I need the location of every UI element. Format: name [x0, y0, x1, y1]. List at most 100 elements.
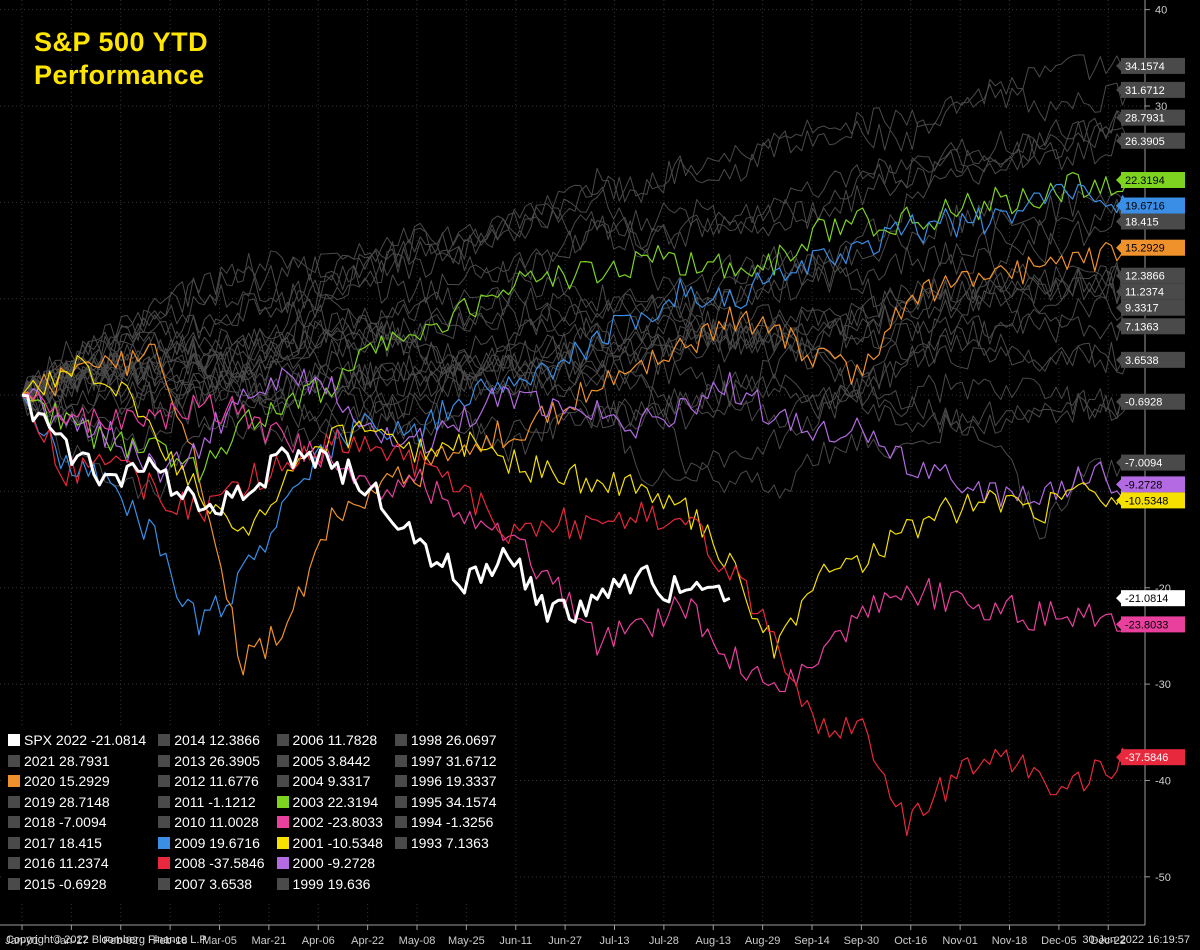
- x-tick-label: Aug-29: [745, 935, 780, 947]
- legend-label: 2000: [292, 855, 328, 872]
- legend-item: 2020 15.2929: [8, 771, 158, 792]
- y-tick-label: -50: [1155, 872, 1171, 884]
- legend-item: SPX 2022 -21.0814: [8, 730, 158, 751]
- series-line-2012: [21, 252, 1129, 405]
- end-label-text: -10.5348: [1125, 495, 1168, 507]
- legend-row: 2020 15.2929 2012 11.6776 2004 9.3317 1996 …: [8, 771, 509, 792]
- legend-row: 2021 28.7931 2013 26.3905 2005 3.8442 1997 …: [8, 751, 509, 772]
- legend-value: 11.7828: [327, 732, 378, 749]
- legend-value: 31.6712: [445, 752, 497, 769]
- legend-swatch: [8, 754, 20, 767]
- end-label-text: 9.3317: [1125, 303, 1159, 315]
- legend-item: 2004 9.3317: [276, 771, 395, 792]
- x-tick-label: Jul-13: [600, 935, 630, 947]
- end-label-text: 18.415: [1125, 217, 1159, 229]
- legend-item: 2014 12.3866: [158, 730, 276, 751]
- end-label-pointer: [1116, 60, 1121, 71]
- end-label-text: -37.5846: [1125, 752, 1168, 764]
- end-label-text: 7.1363: [1125, 321, 1159, 333]
- legend-item: 2016 11.2374: [8, 853, 158, 874]
- x-tick-label: Apr-22: [351, 935, 384, 947]
- series-line-1998: [21, 133, 1129, 403]
- end-label-text: 22.3194: [1125, 175, 1165, 187]
- legend-swatch: [158, 836, 171, 849]
- end-label-pointer: [1116, 593, 1121, 604]
- legend-value: -37.5846: [209, 855, 265, 872]
- end-label-box: [1121, 267, 1185, 284]
- legend-label: 2019: [24, 793, 60, 810]
- legend-value: 15.2929: [59, 773, 110, 790]
- legend-swatch: [158, 877, 171, 890]
- x-tick-label: Dec-05: [1041, 935, 1076, 947]
- series-line-2003: [21, 172, 1129, 483]
- legend-value: 3.6538: [209, 875, 253, 892]
- end-label-box: [1121, 57, 1185, 74]
- legend-swatch: [158, 775, 171, 788]
- legend-label: 2010: [174, 814, 210, 831]
- series-line-2009: [21, 183, 1129, 636]
- legend-item: 2001 -10.5348: [276, 833, 395, 854]
- series-line-1995: [21, 54, 1129, 396]
- end-label-box: [1121, 492, 1185, 509]
- legend-swatch: [394, 734, 407, 747]
- end-label-text: 3.6538: [1125, 355, 1159, 367]
- legend-swatch: [158, 754, 171, 767]
- legend-item: 2003 22.3194: [276, 792, 395, 813]
- legend-value: 11.0028: [209, 814, 259, 831]
- x-tick-label: Jan-01: [5, 935, 39, 947]
- end-label-text: 12.3866: [1125, 271, 1165, 283]
- legend-swatch: [394, 816, 407, 829]
- legend-swatch: [158, 816, 171, 829]
- x-tick-label: Mar-05: [202, 935, 237, 947]
- end-label-pointer: [1116, 200, 1121, 211]
- end-label-box: [1121, 109, 1185, 126]
- end-label-pointer: [1116, 457, 1121, 468]
- legend-swatch: [276, 754, 289, 767]
- legend-value: -23.8033: [327, 814, 383, 831]
- end-label-box: [1121, 171, 1185, 188]
- legend-item: 2011 -1.1212: [158, 792, 276, 813]
- end-label-box: [1121, 318, 1185, 335]
- legend-item: 1993 7.1363: [394, 833, 509, 854]
- end-label-text: -7.0094: [1125, 458, 1162, 470]
- x-tick-label: Jun-27: [548, 935, 582, 947]
- legend-label: 2018: [24, 814, 60, 831]
- legend-value: 28.7931: [59, 752, 110, 769]
- x-tick-label: Sep-30: [844, 935, 879, 947]
- legend-label: 2011: [174, 793, 209, 810]
- legend-label: 2001: [292, 834, 328, 851]
- legend-value: 26.0697: [445, 732, 497, 749]
- legend-value: -1.1212: [208, 793, 256, 810]
- legend-label: 1995: [410, 793, 446, 810]
- x-tick-label: Nov-01: [942, 935, 977, 947]
- series-line-spx-2022: [21, 393, 731, 624]
- legend-item: 2015 -0.6928: [8, 874, 158, 895]
- legend-label: 1993: [410, 834, 446, 851]
- legend-row: 2016 11.2374 2008 -37.5846 2000 -9.2728: [8, 853, 509, 874]
- legend-swatch: [276, 816, 289, 829]
- legend-swatch: [276, 857, 289, 870]
- legend-swatch: [394, 836, 407, 849]
- legend-item: 2006 11.7828: [276, 730, 395, 751]
- y-tick-label: 40: [1155, 5, 1167, 17]
- x-tick-label: Apr-06: [302, 935, 335, 947]
- series-line-2018: [21, 304, 1129, 540]
- end-label-pointer: [1116, 479, 1121, 490]
- end-label-text: 26.3905: [1125, 136, 1165, 148]
- end-label-box: [1121, 197, 1185, 214]
- end-label-box: [1121, 590, 1185, 607]
- y-tick-label: -30: [1155, 679, 1171, 691]
- legend-swatch: [276, 836, 289, 849]
- x-tick-label: Nov-18: [992, 935, 1027, 947]
- series-line-1999: [21, 198, 1129, 403]
- legend-swatch: [8, 836, 20, 849]
- x-tick-label: Mar-21: [251, 935, 286, 947]
- end-label-pointer: [1116, 84, 1121, 95]
- series-line-1994: [21, 368, 1129, 448]
- legend-row: 2017 18.415 2009 19.6716 2001 -10.5348 1993…: [8, 833, 509, 854]
- legend-label: 2008: [174, 855, 210, 872]
- legend-item: 2007 3.6538: [158, 874, 276, 895]
- legend-item: 2000 -9.2728: [276, 853, 395, 874]
- legend-swatch: [8, 816, 20, 829]
- end-label-pointer: [1116, 495, 1121, 506]
